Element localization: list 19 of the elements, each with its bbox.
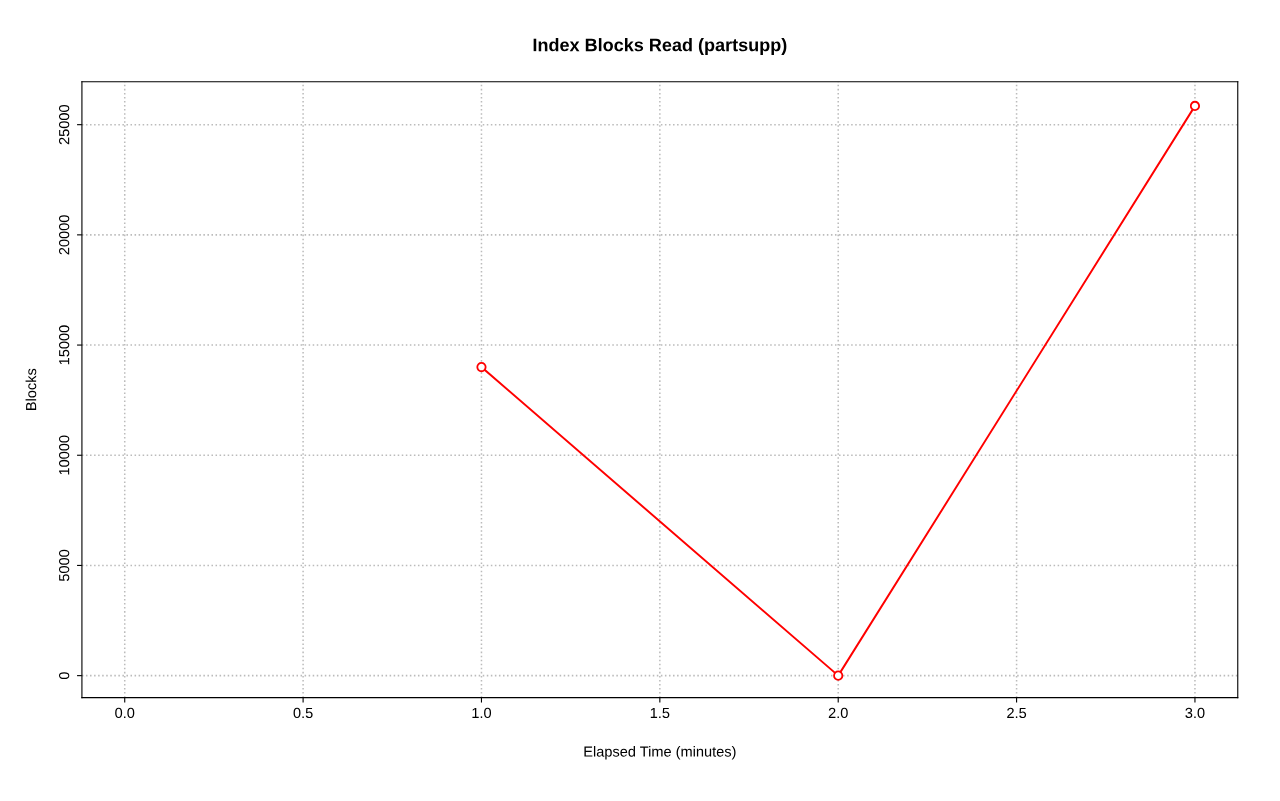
y-tick-label: 25000	[58, 104, 70, 145]
x-tick-label: 1.5	[650, 707, 670, 719]
point	[476, 362, 487, 373]
y-tick-label: 20000	[58, 215, 70, 255]
chart-title: Index Blocks Read (partsupp)	[533, 38, 787, 55]
x-tick-label: 2.5	[1007, 707, 1027, 719]
x-tick-label: 2.0	[828, 707, 848, 719]
y-tick-label: 10000	[58, 435, 70, 475]
point	[833, 670, 844, 681]
x-tick-label: 0.0	[115, 707, 135, 719]
y-tick-label: 5000	[58, 549, 70, 582]
x-axis-title: Elapsed Time (minutes)	[584, 745, 736, 760]
x-tick-label: 3.0	[1185, 707, 1205, 719]
y-tick-label: 15000	[58, 325, 70, 365]
point	[1189, 100, 1201, 112]
y-tick-label: 0	[58, 672, 70, 680]
y-axis-title: Blocks	[25, 368, 37, 410]
x-tick-label: 1.0	[472, 707, 492, 719]
x-tick-label: 0.5	[293, 707, 313, 719]
